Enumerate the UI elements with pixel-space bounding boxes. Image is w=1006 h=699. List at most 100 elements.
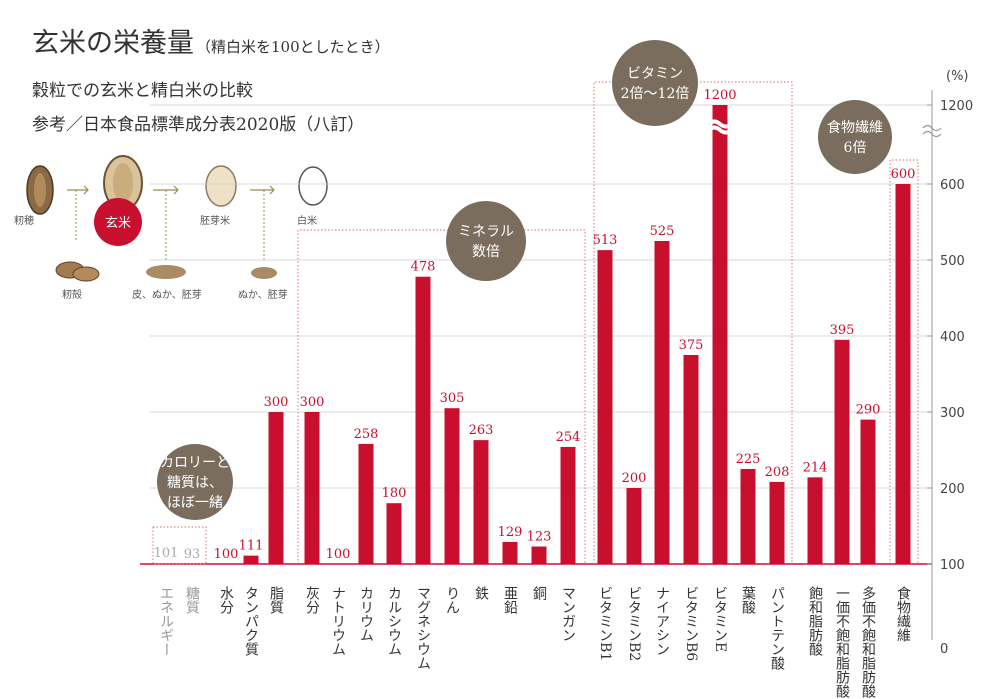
bar-17 xyxy=(626,488,642,564)
badge-vitamin-line-2: 2倍〜12倍 xyxy=(621,86,690,102)
badge-calorie xyxy=(157,444,233,520)
value-label-21: 225 xyxy=(736,452,761,467)
value-label-2: 93 xyxy=(184,547,201,562)
badge-fiber-line-2: 6倍 xyxy=(844,140,867,156)
bar-8 xyxy=(358,443,374,564)
category-label-9: カルシウム xyxy=(386,586,402,656)
white-rice-icon xyxy=(298,166,328,206)
category-label-16: ビタミンB1 xyxy=(597,586,613,661)
value-label-1: 101 xyxy=(154,546,179,561)
value-label-26: 600 xyxy=(891,167,916,182)
value-label-25: 290 xyxy=(856,403,881,418)
category-label-21: 葉酸 xyxy=(740,586,756,614)
y-tick-label: 600 xyxy=(940,178,965,193)
value-label-13: 129 xyxy=(498,525,523,540)
value-label-7: 100 xyxy=(326,547,351,562)
bar-22 xyxy=(769,481,785,564)
badge-fiber-line-1: 食物繊維 xyxy=(827,119,883,136)
group-brackets xyxy=(152,81,919,565)
value-label-12: 263 xyxy=(469,423,494,438)
value-label-10: 478 xyxy=(411,260,436,275)
badge-calorie-line-1: カロリーと xyxy=(160,455,230,471)
bran-pile-icon xyxy=(251,267,277,279)
y-tick-label: 0 xyxy=(940,642,948,657)
brown-rice-inner-icon xyxy=(113,163,133,203)
bar-6 xyxy=(304,412,320,564)
category-label-23: 飽和脂肪酸 xyxy=(807,585,823,656)
calorie-bracket xyxy=(152,526,207,565)
category-label-7: ナトリウム xyxy=(330,586,346,656)
value-label-6: 300 xyxy=(300,395,325,410)
bar-18 xyxy=(654,241,670,564)
badge-fiber xyxy=(818,100,892,174)
category-label-10: マグネシウム xyxy=(415,586,431,670)
value-label-22: 208 xyxy=(765,465,790,480)
bar-21 xyxy=(740,469,756,564)
category-label-18: ナイアシン xyxy=(654,586,670,656)
fiber-bracket xyxy=(889,159,919,564)
category-label-25: 多価不飽和脂肪酸 xyxy=(860,585,876,698)
badge-vitamin-line-1: ビタミン xyxy=(627,66,683,82)
badge-mineral-line-2: 数倍 xyxy=(472,244,500,260)
category-label-24: 一価不飽和脂肪酸 xyxy=(834,586,850,698)
badge-calorie-line-3: ほぼ一緒 xyxy=(167,495,223,511)
value-label-23: 214 xyxy=(803,460,828,475)
brown-rice-circle xyxy=(94,198,142,246)
mineral-bracket xyxy=(297,229,586,564)
category-label-4: タンパク質 xyxy=(243,586,259,657)
category-label-3: 水分 xyxy=(218,586,234,615)
y-tick-label: 300 xyxy=(940,406,965,421)
chart-title-note: （精白米を100としたとき） xyxy=(196,38,390,56)
value-label-11: 305 xyxy=(440,391,465,406)
value-label-4: 111 xyxy=(239,539,264,554)
bar-20 xyxy=(712,105,728,564)
category-label-14: 銅 xyxy=(531,586,547,600)
category-label-15: マンガン xyxy=(560,586,576,642)
value-label-16: 513 xyxy=(593,233,618,248)
husk-icon-2 xyxy=(72,266,100,282)
value-label-15: 254 xyxy=(556,430,581,445)
bar-4 xyxy=(243,555,259,564)
category-label-12: 鉄 xyxy=(473,586,489,600)
axis-break-mark xyxy=(922,124,942,138)
category-label-11: りん xyxy=(444,586,460,614)
bar-5 xyxy=(268,412,284,564)
badge-mineral xyxy=(446,201,526,281)
value-label-19: 375 xyxy=(679,338,704,353)
chart-source: 参考／日本食品標準成分表2020版（八訂） xyxy=(32,115,364,135)
break-mark xyxy=(707,119,733,129)
bar-9 xyxy=(386,503,402,564)
rice-process-diagram: 籾穂 籾殻 玄米 皮、ぬか、胚芽 胚芽米 ぬか、胚芽 白米 xyxy=(14,155,328,301)
category-label-1: エネルギー xyxy=(158,586,174,656)
category-label-8: カリウム xyxy=(358,586,374,642)
bar-24 xyxy=(834,339,850,564)
white-rice-label: 白米 xyxy=(297,214,317,227)
bar-15 xyxy=(560,446,576,564)
bar-16 xyxy=(597,250,613,564)
value-label-8: 258 xyxy=(354,427,379,442)
y-tick-label: 1200 xyxy=(940,99,973,114)
bar-13 xyxy=(502,541,518,564)
bran-germ-pile-icon xyxy=(146,265,186,279)
chart-title: 玄米の栄養量 xyxy=(32,28,194,59)
bar-26 xyxy=(895,184,911,564)
chart-subtitle: 穀粒での玄米と精白米の比較 xyxy=(32,81,253,101)
category-label-13: 亜鉛 xyxy=(502,586,518,614)
y-tick-label: 400 xyxy=(940,330,965,345)
paddy-inner-icon xyxy=(34,173,46,207)
category-label-26: 食物繊維 xyxy=(895,585,911,642)
value-label-3: 100 xyxy=(214,547,239,562)
value-label-9: 180 xyxy=(382,486,407,501)
germ-rice-label: 胚芽米 xyxy=(200,214,230,227)
badge-vitamin xyxy=(612,40,698,126)
value-label-17: 200 xyxy=(622,471,647,486)
value-label-5: 300 xyxy=(264,395,289,410)
bar-19 xyxy=(683,355,699,564)
bar-12 xyxy=(473,440,489,564)
bar-10 xyxy=(415,276,431,564)
bar-14 xyxy=(531,546,547,564)
bran-germ-label: 皮、ぬか、胚芽 xyxy=(132,288,202,301)
bran-label: ぬか、胚芽 xyxy=(238,288,288,301)
paddy-label: 籾穂 xyxy=(14,214,34,227)
